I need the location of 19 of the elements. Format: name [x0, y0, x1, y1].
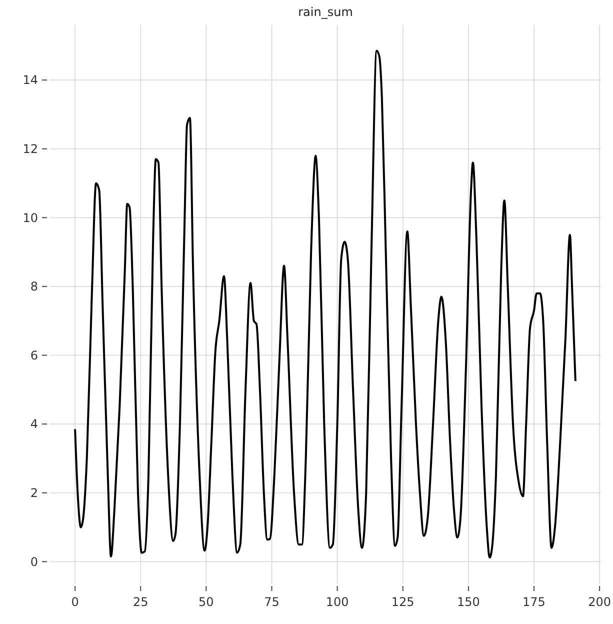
- x-tick-label: 175: [522, 595, 546, 609]
- y-tick-label: 6: [30, 348, 38, 362]
- x-tick-label: 125: [391, 595, 414, 609]
- x-tick-label: 75: [264, 595, 280, 609]
- x-tick-label: 25: [132, 595, 148, 609]
- y-tick-label: 4: [30, 417, 38, 432]
- x-tick-label: 200: [588, 595, 612, 609]
- x-tick-label: 150: [456, 595, 480, 609]
- y-tick-label: 0: [30, 554, 38, 569]
- y-tick-label: 10: [22, 210, 38, 225]
- x-tick-label: 50: [198, 595, 214, 609]
- chart-title: rain_sum: [298, 5, 353, 19]
- line-series: [74, 50, 576, 559]
- y-tick-label: 8: [30, 280, 38, 294]
- y-tick-label: 14: [22, 73, 38, 88]
- x-tick-label: 0: [71, 595, 79, 609]
- y-tick-label: 12: [22, 142, 38, 156]
- y-tick-label: 2: [30, 486, 38, 500]
- x-tick-label: 100: [326, 595, 349, 609]
